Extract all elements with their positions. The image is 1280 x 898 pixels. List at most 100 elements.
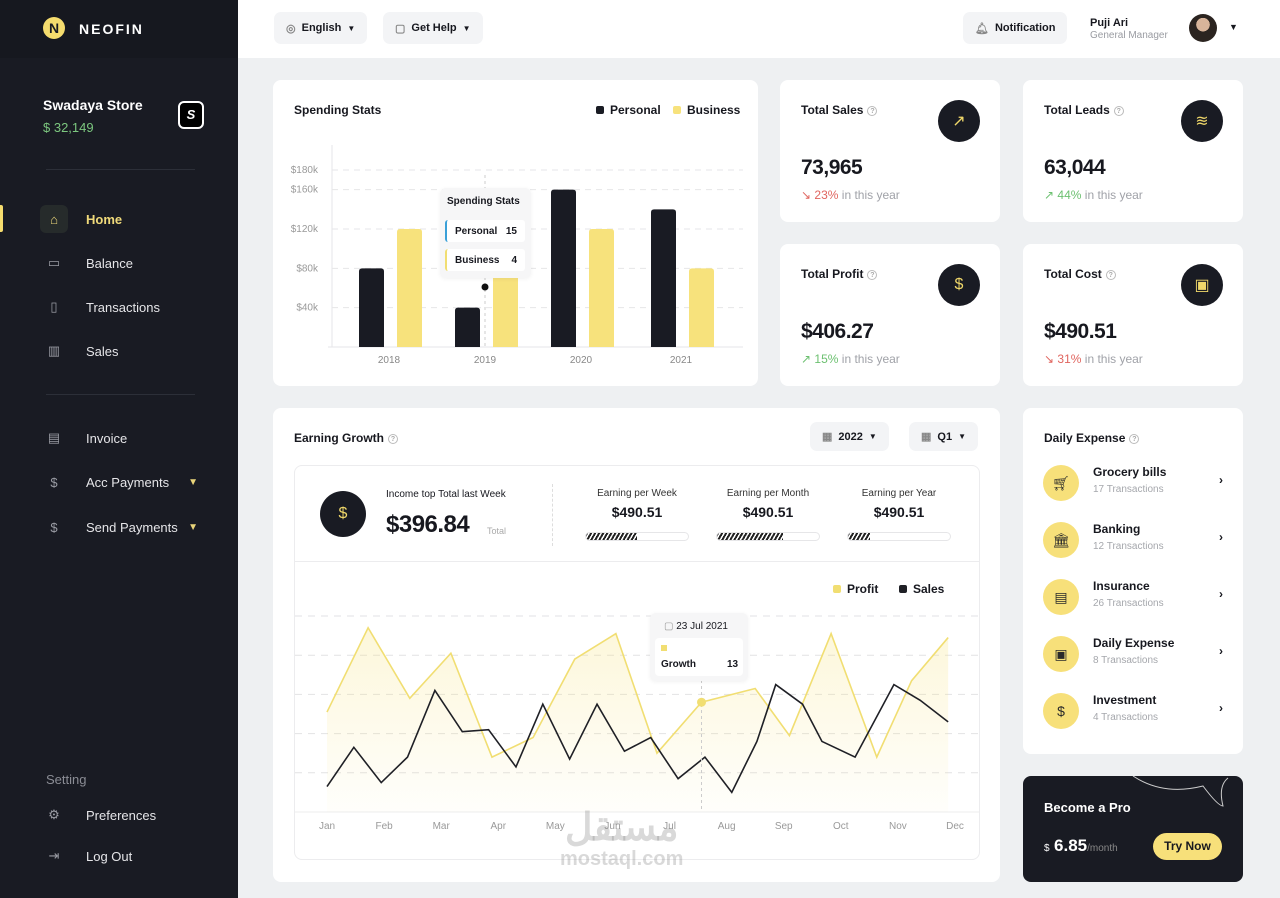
sidebar-item-label: Invoice [86,430,128,446]
help-icon[interactable]: ? [867,106,878,116]
sidebar-item-label: Balance [86,255,133,271]
currency: $ [1044,843,1050,854]
chevron-right-icon[interactable]: › [1219,473,1223,487]
sales-line [326,683,949,794]
expense-item[interactable]: $ Investment 4 Transactions › [1043,693,1223,737]
watermark: مستقل mostaql.com [560,808,683,871]
sidebar-item-label: Transactions [86,299,160,315]
bar-personal [651,209,676,347]
bank-icon: 🏛︎ [1043,522,1079,558]
help-icon[interactable]: ? [867,270,878,280]
change-suffix: in this year [841,352,900,366]
invoice-icon: ▤ [47,430,61,445]
logo-area: N NEOFIN [0,0,238,58]
notification-label: Notification [994,22,1056,34]
sidebar-item-invoice[interactable]: ▤ Invoice [40,424,210,452]
period-label: Earning per Month [726,488,810,499]
x-tick-label: Aug [718,821,736,832]
year-select[interactable]: ▦ 2022 ▼ [810,422,889,451]
chevron-down-icon: ▼ [868,432,877,441]
neofin-logo-icon: N [43,17,65,39]
expense-item[interactable]: ▣ Daily Expense 8 Transactions › [1043,636,1223,680]
stat-value: $406.27 [801,320,874,343]
expense-count: 17 Transactions [1093,484,1164,495]
help-dropdown[interactable]: ▢ Get Help ▼ [383,12,483,44]
sidebar-item-acc-payments[interactable]: $ Acc Payments ▼ [40,468,210,496]
y-tick-label: $160k [291,185,319,196]
expense-item[interactable]: ▤ Insurance 26 Transactions › [1043,579,1223,623]
store-badge-icon[interactable]: S [178,101,204,129]
expense-name: Daily Expense [1093,636,1175,650]
calendar-icon: ▦ [921,431,932,443]
y-tick-label: $180k [291,165,319,176]
legend-personal: Personal [596,103,661,117]
legend-label: Personal [610,103,661,117]
sidebar-item-send-payments[interactable]: $ Send Payments ▼ [40,513,210,541]
sidebar-item-transactions[interactable]: ▯ Transactions [40,293,210,321]
bar-business [493,268,518,347]
avatar[interactable] [1189,14,1217,42]
chevron-right-icon[interactable]: › [1219,644,1223,658]
stat-change: ↗ 44% in this year [1044,188,1143,202]
period-value: $490.51 [742,504,794,520]
chevron-right-icon[interactable]: › [1219,530,1223,544]
pro-price: $ 6.85/month [1044,836,1118,856]
cart-icon: 🛒︎ [1043,465,1079,501]
home-icon: ⌂ [40,205,68,233]
tooltip-date-text: 23 Jul 2021 [676,621,728,632]
help-icon[interactable]: ? [388,434,398,444]
sidebar: N NEOFIN Swadaya Store $ 32,149 S ⌂ Home … [0,0,238,898]
wallet-icon: ▭ [47,255,61,270]
change-percent: 31% [1057,352,1082,366]
stat-card-total-profit: Total Profit? $ $406.27 ↗ 15% in this ye… [780,244,1000,386]
spending-stats-card: Spending Stats Personal Business $40k $80… [273,80,758,386]
sidebar-item-home[interactable]: ⌂ Home [40,205,210,233]
user-menu-chevron-icon[interactable]: ▼ [1229,22,1238,32]
store-balance: $ 32,149 [43,120,94,135]
expense-item[interactable]: 🏛︎ Banking 12 Transactions › [1043,522,1223,566]
money-bag-icon: $ [1043,693,1079,729]
trend-up-icon: ↗ [938,100,980,142]
stat-change: ↘ 31% in this year [1044,352,1143,366]
sidebar-item-balance[interactable]: ▭ Balance [40,249,210,277]
x-tick-label: Feb [375,821,393,832]
trend-up-icon: ↗ [1044,188,1055,202]
sidebar-item-sales[interactable]: ▥ Sales [40,337,210,365]
tooltip-label: Growth [661,659,696,670]
help-icon[interactable]: ? [1105,270,1116,280]
chevron-right-icon[interactable]: › [1219,701,1223,715]
help-icon[interactable]: ? [1129,434,1140,444]
sidebar-item-logout[interactable]: ⇥ Log Out [40,842,210,870]
profit-line [326,626,949,760]
help-icon[interactable]: ? [1113,106,1124,116]
receive-money-icon: $ [50,474,58,490]
divider [46,169,195,170]
bar-personal [551,189,576,347]
stat-value: 63,044 [1044,156,1106,179]
quarter-select[interactable]: ▦ Q1 ▼ [909,422,979,451]
divider [552,484,553,546]
legend-swatch [596,106,604,114]
card-title: Daily Expense? [1044,431,1140,445]
period-progress-bar [716,532,820,541]
divider [46,394,195,395]
bar-personal [455,307,480,347]
setting-section-label: Setting [46,772,87,787]
period-progress-bar [585,532,689,541]
sidebar-item-label: Log Out [86,848,133,864]
change-percent: 44% [1057,188,1082,202]
notification-button[interactable]: 🔔︎ Notification [963,12,1068,44]
chevron-right-icon[interactable]: › [1219,587,1223,601]
x-tick-label: Dec [946,821,964,832]
profit-area [327,627,949,812]
sidebar-item-label: Send Payments [86,519,178,535]
x-tick-label: 2021 [670,355,693,366]
try-now-button[interactable]: Try Now [1153,833,1222,860]
language-dropdown[interactable]: ◎ English ▼ [274,12,368,44]
earning-line-chart: Jan Feb Mar Apr May Jun Jul Aug Sep Oct Nov Dec [295,615,979,832]
legend-swatch [899,585,907,593]
globe-icon: ◎ [286,22,296,35]
hover-dot [481,283,489,291]
expense-item[interactable]: 🛒︎ Grocery bills 17 Transactions › [1043,465,1223,509]
sidebar-item-preferences[interactable]: ⚙ Preferences [40,801,210,829]
